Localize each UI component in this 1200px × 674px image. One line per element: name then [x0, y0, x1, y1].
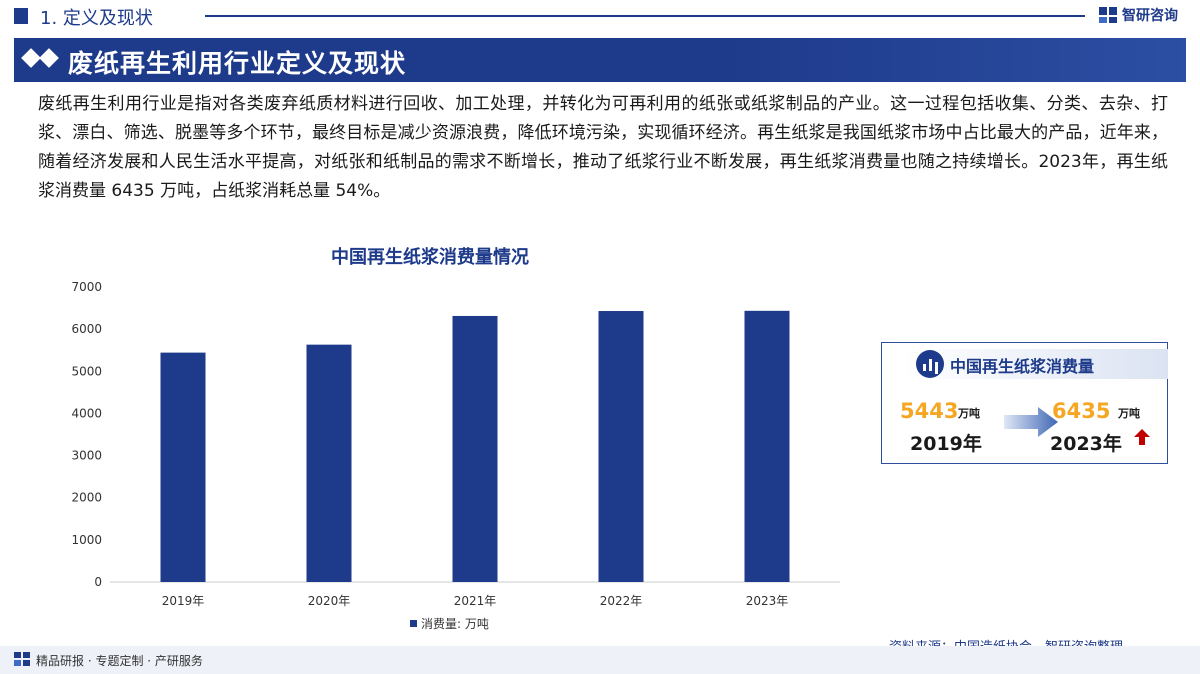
- chart-title: 中国再生纸浆消费量情况: [331, 247, 529, 268]
- bar-4: [744, 310, 790, 582]
- bar-0: [160, 352, 206, 582]
- brand-name: 智研咨询: [1122, 8, 1178, 24]
- footer-slogan: 精品研报 · 专题定制 · 产研服务: [36, 654, 203, 668]
- y-tick-label: 7000: [71, 280, 102, 294]
- brand-logo-icon: [1099, 7, 1117, 23]
- legend-label: 消费量: 万吨: [421, 617, 489, 631]
- legend-swatch: [410, 620, 417, 627]
- arrow-up-icon: [1134, 429, 1150, 445]
- chart-icon: [916, 350, 944, 378]
- title-banner: 废纸再生利用行业定义及现状: [14, 38, 1186, 82]
- bar-2: [452, 315, 498, 582]
- arrow-right-icon: [1004, 407, 1058, 437]
- y-tick-label: 2000: [71, 491, 102, 505]
- top-bar: 1. 定义及现状 智研咨询: [0, 0, 1200, 32]
- section-marker: [14, 8, 28, 24]
- banner-diamonds-icon: [21, 48, 59, 68]
- summary-card: 中国再生纸浆消费量 5443 万吨 2019年 6435 万吨 2023年: [881, 342, 1168, 464]
- start-year: 2019年: [910, 433, 982, 455]
- x-tick-label: 2019年: [162, 594, 205, 608]
- end-year: 2023年: [1050, 433, 1122, 455]
- x-tick-label: 2020年: [308, 594, 351, 608]
- x-tick-label: 2022年: [600, 594, 643, 608]
- end-value: 6435: [1052, 399, 1111, 423]
- summary-card-title: 中国再生纸浆消费量: [950, 357, 1095, 376]
- y-tick-label: 0: [94, 575, 102, 589]
- intro-paragraph: 废纸再生利用行业是指对各类废弃纸质材料进行回收、加工处理，并转化为可再利用的纸张…: [38, 94, 1168, 201]
- bar-3: [598, 311, 644, 582]
- start-unit: 万吨: [958, 407, 980, 420]
- footer-logo-icon: [14, 652, 30, 666]
- section-title: 1. 定义及现状: [40, 8, 153, 29]
- y-tick-label: 1000: [71, 533, 102, 547]
- x-tick-label: 2021年: [454, 594, 497, 608]
- y-tick-label: 5000: [71, 364, 102, 378]
- header-rule: [205, 15, 1085, 17]
- x-tick-label: 2023年: [746, 594, 789, 608]
- end-unit: 万吨: [1118, 407, 1140, 420]
- summary-card-header: 中国再生纸浆消费量: [904, 349, 1168, 379]
- y-tick-label: 4000: [71, 406, 102, 420]
- page-title: 废纸再生利用行业定义及现状: [68, 49, 407, 78]
- y-tick-label: 3000: [71, 449, 102, 463]
- footer-bar: [0, 646, 1200, 674]
- y-tick-label: 6000: [71, 322, 102, 336]
- brand: 智研咨询: [1098, 5, 1178, 25]
- start-value: 5443: [900, 399, 959, 423]
- bar-1: [306, 344, 352, 582]
- bar-chart: 0 1000 2000 3000 4000 5000 6000 7000 2019年 2020年 2…: [71, 280, 840, 631]
